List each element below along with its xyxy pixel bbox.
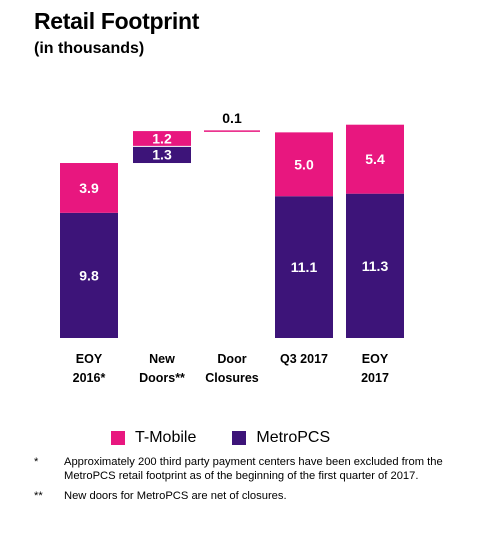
label-metropcs-0: 9.8	[79, 267, 99, 283]
label-door-closures: 0.1	[222, 110, 242, 126]
bar-tmobile-0	[60, 163, 118, 213]
legend-swatch-tmobile	[111, 431, 125, 445]
label-metropcs-3: 11.1	[291, 259, 318, 275]
label-tmobile-1: 1.2	[152, 131, 172, 147]
category-label-1-line2: Doors**	[139, 371, 185, 385]
label-metropcs-4: 11.3	[362, 258, 389, 274]
bar-tmobile-1	[133, 131, 191, 147]
label-tmobile-3: 5.0	[294, 156, 314, 172]
retail-footprint-chart: 9.8 3.9 EOY 2016* 1.31.2 New Doors** 0.1 Door Clo…	[60, 110, 404, 385]
category-label-3-line1: Q3 2017	[280, 352, 328, 366]
footnote-2: ** New doors for MetroPCS are net of clo…	[34, 489, 464, 503]
category-label-0-line2: 2016*	[73, 371, 106, 385]
bar-tmobile-4	[346, 124, 404, 194]
chart-legend: T-Mobile MetroPCS	[111, 429, 366, 447]
category-label-1-line1: New	[149, 352, 175, 366]
chart-subtitle: (in thousands)	[34, 40, 145, 57]
bar-metropcs-4	[346, 193, 404, 338]
category-label-2-line2: Closures	[205, 371, 259, 385]
category-label-2-line1: Door	[217, 352, 246, 366]
legend-swatch-metropcs	[232, 431, 247, 445]
footnote-2-mark: **	[34, 490, 43, 502]
chart-title: Retail Footprint	[34, 8, 200, 34]
bar-metropcs-1	[133, 146, 191, 164]
footnote-2-text: New doors for MetroPCS are net of closur…	[64, 490, 287, 502]
footnote-1: * Approximately 200 third party payment …	[34, 455, 464, 483]
label-metropcs-1: 1.3	[152, 147, 172, 163]
category-label-4-line1: EOY	[362, 352, 389, 366]
bar-tmobile-3	[275, 132, 333, 197]
bar-metropcs-0	[60, 212, 118, 338]
legend-item-tmobile: T-Mobile	[111, 429, 196, 447]
category-label-0-line1: EOY	[76, 352, 103, 366]
legend-label-metropcs: MetroPCS	[256, 429, 331, 446]
label-tmobile-4: 5.4	[365, 151, 385, 167]
bar-metropcs-3	[275, 196, 333, 338]
category-label-4-line2: 2017	[361, 371, 389, 385]
legend-item-metropcs: MetroPCS	[232, 429, 330, 447]
footnote-1-text: Approximately 200 third party payment ce…	[64, 456, 443, 482]
label-tmobile-0: 3.9	[79, 180, 99, 196]
legend-label-tmobile: T-Mobile	[135, 429, 197, 446]
footnotes: * Approximately 200 third party payment …	[34, 455, 464, 509]
footnote-1-mark: *	[34, 456, 39, 468]
